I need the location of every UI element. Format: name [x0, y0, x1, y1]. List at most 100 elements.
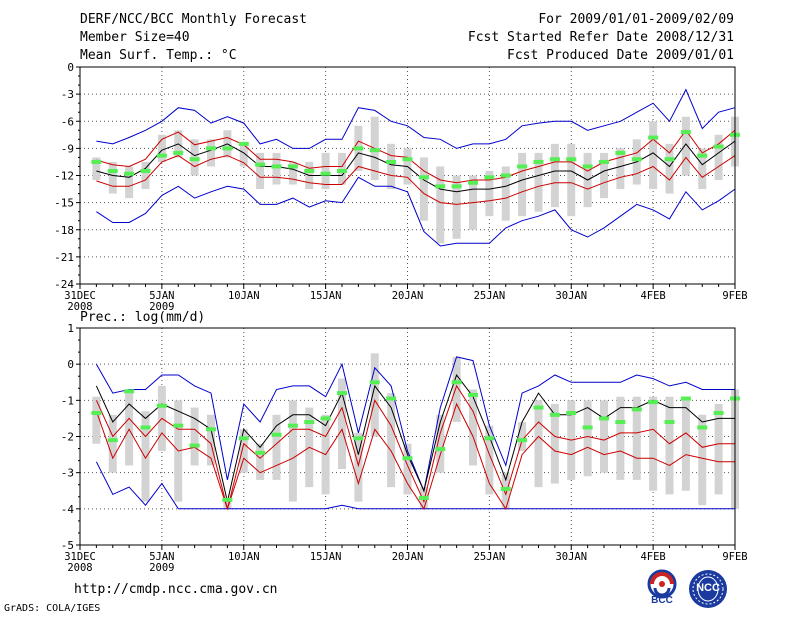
panel1-green-marker	[287, 164, 298, 169]
panel1-spread-box	[108, 161, 117, 194]
panel2-ensemble-mean-line	[95, 373, 735, 502]
panel1-xtick-year: 2008	[67, 301, 92, 313]
panel2-blue-upper-line	[95, 356, 735, 493]
panel1-green-marker	[206, 146, 216, 151]
panel2-blue-lower-line	[95, 461, 735, 510]
panel2-spread-box	[518, 422, 527, 451]
panel2-spread-box	[190, 407, 199, 466]
panel1-green-marker	[369, 148, 380, 153]
panel2-green-marker	[320, 416, 331, 421]
panel1-spread-box	[272, 152, 281, 185]
panel1-spread-box	[207, 139, 215, 167]
panel2-xtick-label: 25JAN	[474, 551, 506, 563]
panel1-spread-box	[436, 166, 445, 244]
panel1-green-marker	[599, 159, 609, 164]
panel1-ytick-label: 0	[67, 61, 74, 74]
chart-title: DERF/NCC/BCC Monthly Forecast	[80, 12, 307, 27]
produced-date: Fcst Produced Date 2009/01/01	[507, 48, 734, 63]
panel2-ytick-label: -1	[61, 394, 74, 407]
panel1-green-marker	[91, 159, 102, 164]
panel2-spread-box	[452, 356, 461, 423]
panel2-spread-box	[469, 389, 477, 466]
panel1-green-marker	[222, 146, 233, 151]
panel2-green-marker	[549, 412, 560, 417]
panel2-spread-box	[681, 396, 690, 491]
panel2-xtick-label: 9FEB	[722, 551, 747, 563]
bcc-logo-label: BCC	[651, 595, 673, 606]
panel1-green-marker	[173, 150, 184, 155]
panel1-green-marker	[648, 135, 659, 140]
panel2-green-marker	[271, 432, 282, 437]
panel2-xtick-label: 30JAN	[555, 551, 587, 563]
panel1-xtick-label: 9FEB	[722, 290, 747, 302]
panel2-green-marker	[713, 410, 724, 415]
panel2-spread-box	[354, 432, 363, 502]
panel2-ytick-label: -4	[61, 503, 75, 516]
panel2-spread-box	[698, 414, 707, 506]
panel2-xtick-label: 31DEC	[64, 551, 96, 563]
panel2-xtick-year: 2008	[67, 562, 92, 574]
panel2-spread-box	[436, 414, 445, 473]
panel2-green-marker	[533, 405, 544, 410]
panel1-green-marker	[107, 168, 118, 173]
panel1-xtick-label: 4FEB	[640, 290, 665, 302]
panel2-spread-box	[370, 353, 379, 437]
panel1-xtick-year: 2009	[149, 301, 174, 313]
panel2-xtick-label: 4FEB	[640, 551, 665, 563]
panel1-green-marker	[582, 164, 593, 169]
panel2-green-marker	[582, 425, 593, 430]
footer-url[interactable]: http://cmdp.ncc.cma.gov.cn	[74, 582, 278, 597]
ncc-logo: NCC	[684, 568, 732, 610]
panel2-spread-box	[485, 425, 494, 495]
panel1-ytick-label: -24	[54, 278, 74, 291]
panel1-spread-box	[485, 170, 494, 217]
panel2-green-marker	[599, 416, 609, 421]
panel2-green-marker	[418, 495, 429, 500]
panel2-green-marker	[648, 400, 659, 405]
panel1-spread-box	[419, 157, 428, 221]
panel1-spread-box	[518, 152, 527, 217]
panel1-green-marker	[238, 141, 249, 146]
panel2-spread-box	[583, 400, 592, 477]
panel1-spread-box	[92, 157, 101, 181]
panel1-green-marker	[386, 159, 397, 164]
panel1-spread-box	[649, 121, 658, 190]
panel2-green-marker	[304, 420, 315, 425]
panel2-spread-box	[632, 396, 641, 480]
panel2-red-lower-line	[95, 402, 735, 511]
panel2-ytick-label: -2	[61, 431, 74, 444]
panel1-spread-box	[550, 143, 559, 208]
panel2-spread-box	[256, 443, 265, 480]
panel1-green-marker	[304, 168, 315, 173]
panel1-xtick-label: 30JAN	[555, 290, 587, 302]
panel1-xtick-label: 10JAN	[228, 290, 260, 302]
panel2-green-marker	[337, 391, 347, 396]
panel1-xtick-label: 31DEC	[64, 290, 96, 302]
panel1-spread-box	[256, 152, 265, 190]
panel2-spread-box	[288, 400, 297, 502]
panel1-green-marker	[124, 171, 135, 176]
panel2-green-marker	[615, 420, 626, 425]
panel1-spread-box	[387, 143, 396, 190]
panel1-spread-box	[534, 152, 543, 212]
panel2-spread-box	[207, 414, 215, 466]
panel2-green-marker	[353, 436, 364, 441]
panel1-green-marker	[435, 184, 446, 189]
panel1-spread-box	[239, 143, 248, 167]
panel2-spread-box	[272, 414, 281, 480]
panel1-ytick-label: -9	[61, 142, 74, 155]
panel2-spread-box	[616, 396, 625, 480]
panel1-green-marker	[615, 150, 626, 155]
panel2-green-marker	[173, 423, 184, 428]
panel2-green-marker	[156, 403, 167, 408]
panel2-green-marker	[91, 410, 102, 415]
panel2-green-marker	[451, 380, 462, 385]
bcc-logo: BCC	[638, 568, 686, 608]
panel1-green-marker	[680, 130, 691, 135]
panel2-green-marker	[468, 392, 478, 397]
panel1-spread-box	[616, 148, 625, 190]
panel1-xtick-label: 25JAN	[474, 290, 506, 302]
panel2-green-marker	[140, 425, 151, 430]
